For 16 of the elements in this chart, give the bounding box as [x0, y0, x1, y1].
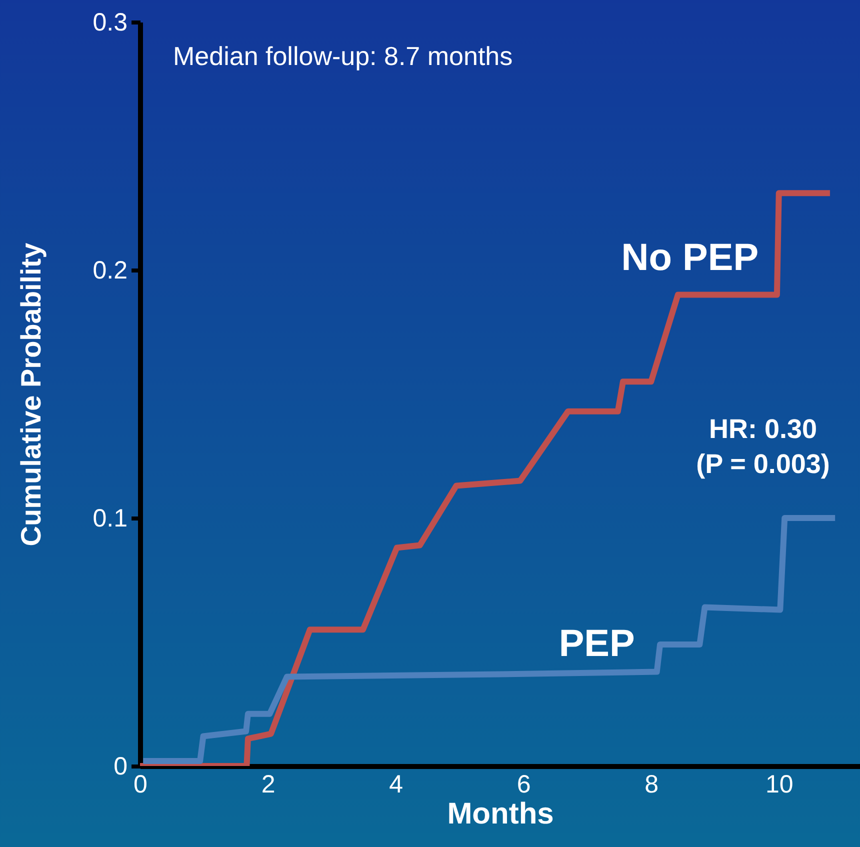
x-tick-label: 8	[644, 770, 659, 798]
y-tick-label: 0	[114, 752, 128, 780]
x-tick-label: 10	[765, 770, 794, 798]
y-tick-label: 0.2	[92, 256, 128, 284]
y-axis-title: Cumulative Probability	[16, 242, 47, 546]
series-label: PEP	[558, 622, 635, 665]
x-tick-label: 4	[389, 770, 404, 798]
x-axis-title: Months	[447, 798, 554, 830]
annotation: HR: 0.30 (P = 0.003)	[696, 414, 830, 479]
x-tick-label: 0	[134, 770, 148, 798]
x-tick-label: 2	[261, 770, 276, 798]
y-tick-label: 0.3	[92, 8, 128, 36]
x-tick-label: 6	[516, 770, 531, 798]
annotation: Median follow-up: 8.7 months	[173, 41, 513, 71]
y-tick-label: 0.1	[92, 504, 128, 532]
series-label: No PEP	[621, 236, 759, 279]
